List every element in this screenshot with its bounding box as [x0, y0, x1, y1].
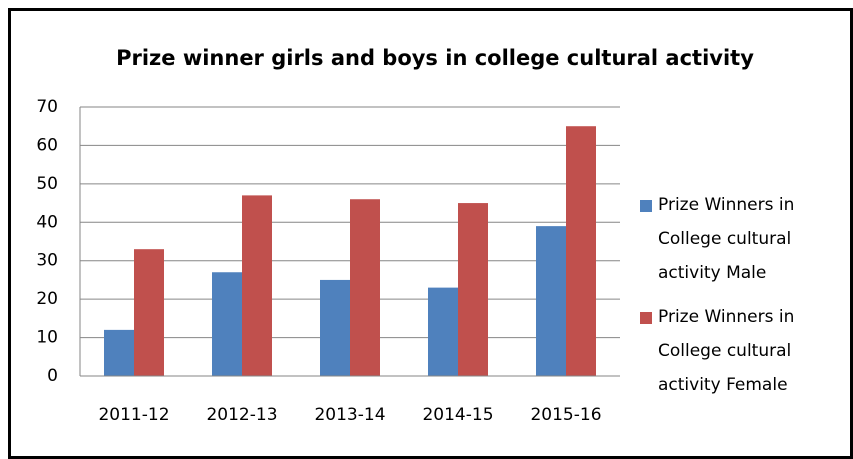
y-tick-label: 0: [47, 366, 58, 386]
bar: [350, 199, 380, 376]
x-tick-label: 2013-14: [314, 405, 385, 425]
y-tick-label: 60: [36, 135, 58, 155]
bar: [320, 279, 350, 376]
legend-swatch: [640, 200, 652, 212]
legend-label: Prize Winners in College cultural activi…: [658, 307, 795, 395]
bar: [566, 126, 596, 376]
bar: [458, 203, 488, 376]
legend-swatch: [640, 312, 652, 324]
chart-frame: [8, 8, 853, 459]
y-tick-label: 50: [36, 174, 58, 194]
bar: [242, 195, 272, 376]
x-tick-label: 2012-13: [206, 405, 277, 425]
x-tick-label: 2011-12: [98, 405, 169, 425]
x-tick-label: 2015-16: [530, 405, 601, 425]
x-tick-label: 2014-15: [422, 405, 493, 425]
y-tick-label: 70: [36, 97, 58, 117]
bar: [104, 329, 134, 376]
bar: [212, 272, 242, 376]
chart-title: Prize winner girls and boys in college c…: [116, 46, 754, 70]
y-tick-label: 30: [36, 251, 58, 271]
bar: [536, 226, 566, 376]
y-tick-label: 20: [36, 289, 58, 309]
bar: [134, 249, 164, 376]
legend-label: Prize Winners in College cultural activi…: [658, 195, 795, 283]
y-tick-label: 10: [36, 328, 58, 348]
bar: [428, 287, 458, 376]
y-tick-label: 40: [36, 212, 58, 232]
